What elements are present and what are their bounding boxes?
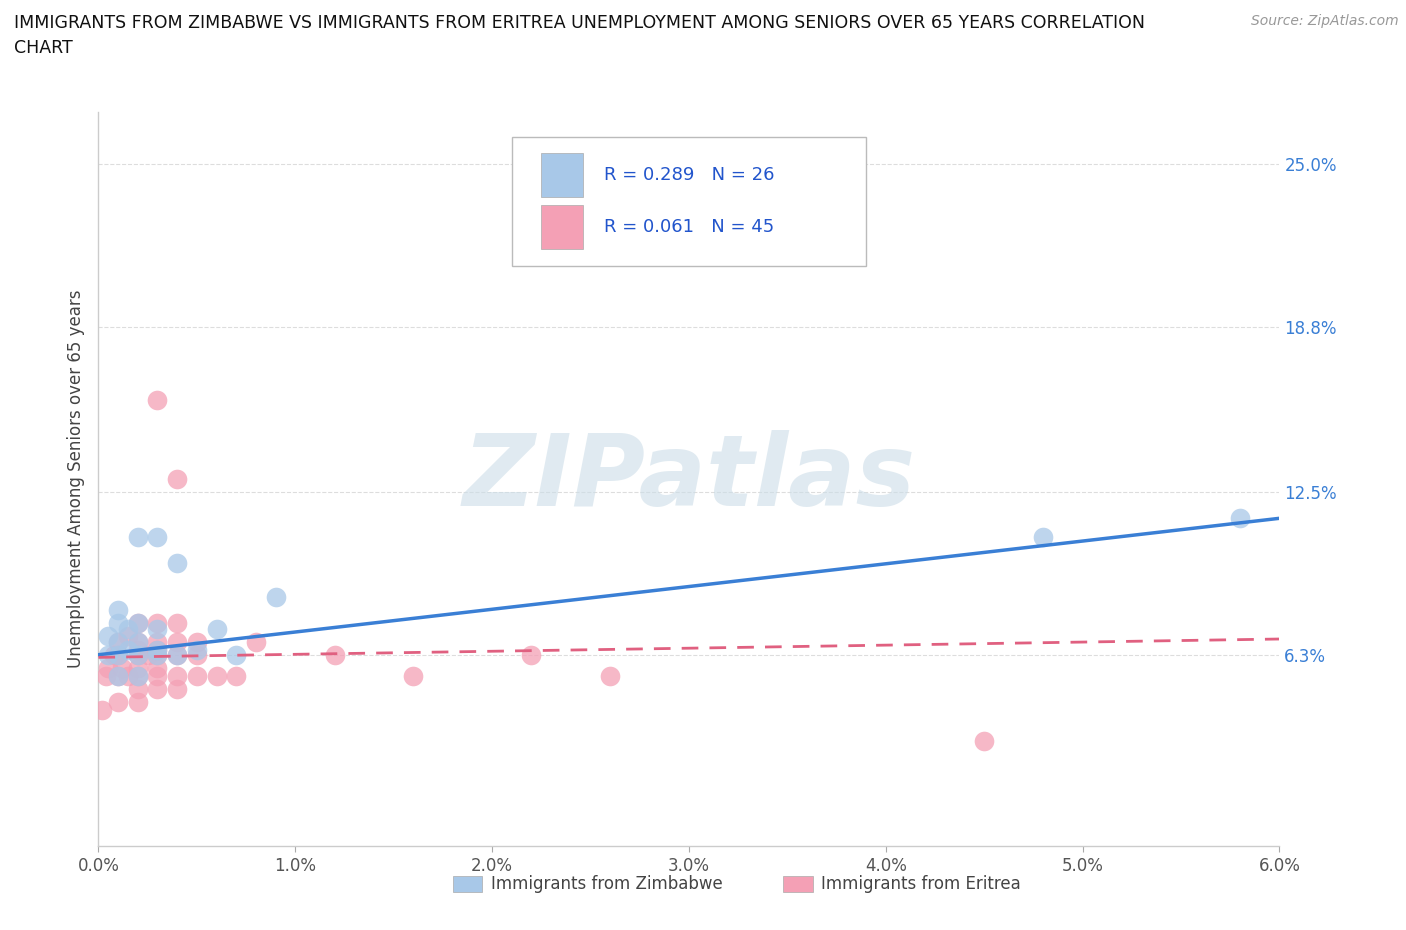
Bar — [541, 153, 582, 197]
Point — [107, 634, 129, 649]
Point — [107, 669, 129, 684]
Point — [186, 647, 208, 662]
Point — [166, 647, 188, 662]
Bar — [453, 876, 482, 892]
Point — [166, 682, 188, 697]
Point — [117, 642, 139, 657]
Text: ZIPatlas: ZIPatlas — [463, 431, 915, 527]
Point — [96, 669, 118, 684]
Point — [166, 616, 188, 631]
Point — [103, 647, 125, 662]
Text: Immigrants from Zimbabwe: Immigrants from Zimbabwe — [491, 875, 723, 893]
Point — [225, 669, 247, 684]
FancyBboxPatch shape — [512, 138, 866, 266]
Point — [127, 634, 149, 649]
Point — [127, 529, 149, 544]
Point — [127, 647, 149, 662]
Point — [264, 590, 287, 604]
Point — [97, 629, 120, 644]
Point — [1032, 529, 1054, 544]
Point — [107, 603, 129, 618]
Point — [186, 634, 208, 649]
Point — [127, 634, 149, 649]
Point — [107, 616, 129, 631]
Text: Immigrants from Eritrea: Immigrants from Eritrea — [821, 875, 1021, 893]
Point — [166, 555, 188, 570]
Text: R = 0.289   N = 26: R = 0.289 N = 26 — [605, 166, 775, 184]
Point — [146, 669, 169, 684]
Point — [186, 642, 208, 657]
Point — [127, 616, 149, 631]
Point — [1229, 511, 1251, 525]
Text: CHART: CHART — [14, 39, 73, 57]
Point — [186, 669, 208, 684]
Point — [136, 647, 159, 662]
Point — [127, 669, 149, 684]
Point — [127, 695, 149, 710]
Point — [166, 472, 188, 486]
Point — [166, 647, 188, 662]
Point — [127, 642, 149, 657]
Point — [146, 616, 169, 631]
Point — [146, 634, 169, 649]
Point — [205, 669, 228, 684]
Point — [225, 647, 247, 662]
Point — [117, 621, 139, 636]
Point — [146, 647, 169, 662]
Point — [323, 647, 346, 662]
Text: Source: ZipAtlas.com: Source: ZipAtlas.com — [1251, 14, 1399, 28]
Point — [117, 629, 139, 644]
Point — [107, 634, 129, 649]
Y-axis label: Unemployment Among Seniors over 65 years: Unemployment Among Seniors over 65 years — [66, 290, 84, 668]
Point — [245, 634, 267, 649]
Point — [146, 682, 169, 697]
Point — [402, 669, 425, 684]
Point — [127, 616, 149, 631]
Text: IMMIGRANTS FROM ZIMBABWE VS IMMIGRANTS FROM ERITREA UNEMPLOYMENT AMONG SENIORS O: IMMIGRANTS FROM ZIMBABWE VS IMMIGRANTS F… — [14, 14, 1144, 32]
Point — [117, 669, 139, 684]
Point — [146, 647, 169, 662]
Point — [127, 682, 149, 697]
Point — [599, 669, 621, 684]
Point — [146, 529, 169, 544]
Point — [127, 660, 149, 675]
Point — [146, 660, 169, 675]
Point — [127, 647, 149, 662]
Point — [146, 621, 169, 636]
Point — [97, 660, 120, 675]
Bar — [783, 876, 813, 892]
Bar — [541, 205, 582, 248]
Point — [205, 621, 228, 636]
Point — [146, 392, 169, 407]
Point — [107, 647, 129, 662]
Point — [111, 660, 134, 675]
Point — [107, 695, 129, 710]
Point — [107, 669, 129, 684]
Text: R = 0.061   N = 45: R = 0.061 N = 45 — [605, 218, 775, 235]
Point — [973, 734, 995, 749]
Point — [146, 642, 169, 657]
Point — [166, 669, 188, 684]
Point — [91, 702, 114, 717]
Point — [146, 642, 169, 657]
Point — [97, 647, 120, 662]
Point — [107, 647, 129, 662]
Point — [127, 669, 149, 684]
Point — [166, 634, 188, 649]
Point — [520, 647, 543, 662]
